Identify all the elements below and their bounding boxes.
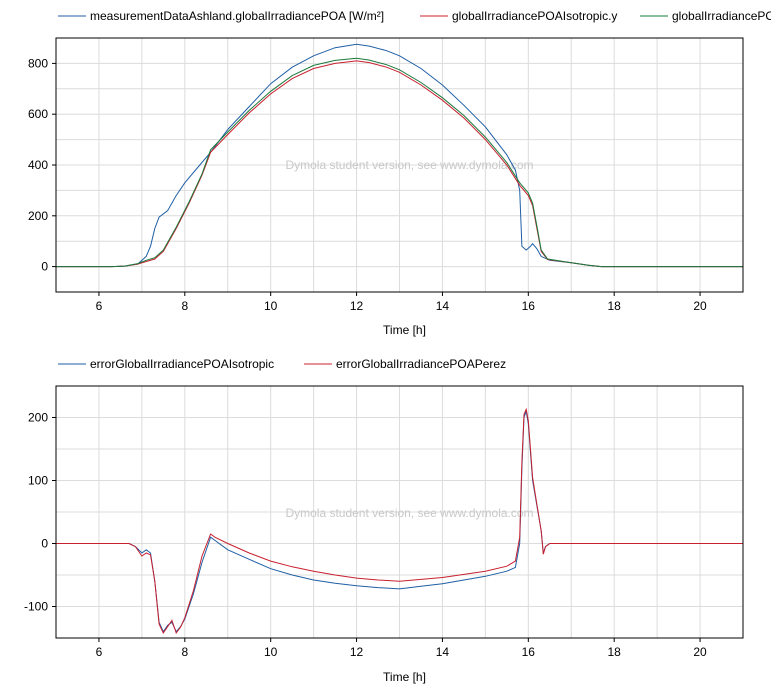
top-y-tick-label: 200	[28, 209, 48, 223]
top-series-line-2	[56, 57, 743, 268]
bottom-x-tick-label: 12	[350, 645, 364, 659]
top-legend-label-0[interactable]: measurementDataAshland.globalIrradianceP…	[90, 9, 384, 23]
top-y-tick-label: 600	[28, 107, 48, 121]
top-x-tick-label: 18	[608, 299, 622, 313]
bottom-y-tick-label: 200	[28, 411, 48, 425]
error-chart: Dymola student version, see www.dymola.c…	[24, 357, 744, 684]
top-legend-label-2[interactable]: globalIrradiancePOAPerez.y	[672, 9, 771, 23]
top-x-tick-label: 14	[436, 299, 450, 313]
bottom-y-tick-label: -100	[24, 600, 48, 614]
top-y-tick-label: 400	[28, 158, 48, 172]
bottom-series-line-0	[56, 411, 743, 633]
top-x-tick-label: 10	[264, 299, 278, 313]
bottom-x-tick-label: 6	[96, 645, 103, 659]
bottom-x-tick-label: 20	[693, 645, 707, 659]
bottom-x-tick-label: 8	[181, 645, 188, 659]
top-x-tick-label: 16	[522, 299, 536, 313]
bottom-legend-label-1[interactable]: errorGlobalIrradiancePOAPerez	[336, 357, 506, 371]
top-x-tick-label: 12	[350, 299, 364, 313]
bottom-plot-frame	[55, 385, 744, 639]
bottom-x-tick-label: 16	[522, 645, 536, 659]
top-watermark: Dymola student version, see www.dymola.c…	[285, 158, 533, 172]
top-legend-label-1[interactable]: globalIrradiancePOAIsotropic.y	[452, 9, 617, 23]
bottom-x-tick-label: 14	[436, 645, 450, 659]
top-x-tick-label: 20	[693, 299, 707, 313]
top-x-tick-label: 8	[181, 299, 188, 313]
top-x-axis-label: Time [h]	[383, 323, 426, 337]
bottom-legend-label-0[interactable]: errorGlobalIrradiancePOAIsotropic	[90, 357, 274, 371]
bottom-legend: errorGlobalIrradiancePOAIsotropic errorGl…	[58, 357, 506, 371]
irradiance-chart: Dymola student version, see www.dymola.c…	[28, 9, 771, 337]
bottom-series-line-1	[56, 407, 743, 635]
bottom-x-axis-label: Time [h]	[383, 670, 426, 684]
bottom-y-tick-label: 100	[28, 474, 48, 488]
bottom-watermark: Dymola student version, see www.dymola.c…	[285, 506, 533, 520]
top-x-tick-label: 6	[96, 299, 103, 313]
bottom-x-tick-label: 18	[608, 645, 622, 659]
top-series-line-0	[56, 43, 743, 268]
top-y-tick-label: 800	[28, 56, 48, 70]
bottom-y-tick-label: 0	[41, 537, 48, 551]
top-legend: measurementDataAshland.globalIrradianceP…	[58, 9, 771, 23]
top-y-tick-label: 0	[41, 260, 48, 274]
bottom-x-tick-label: 10	[264, 645, 278, 659]
